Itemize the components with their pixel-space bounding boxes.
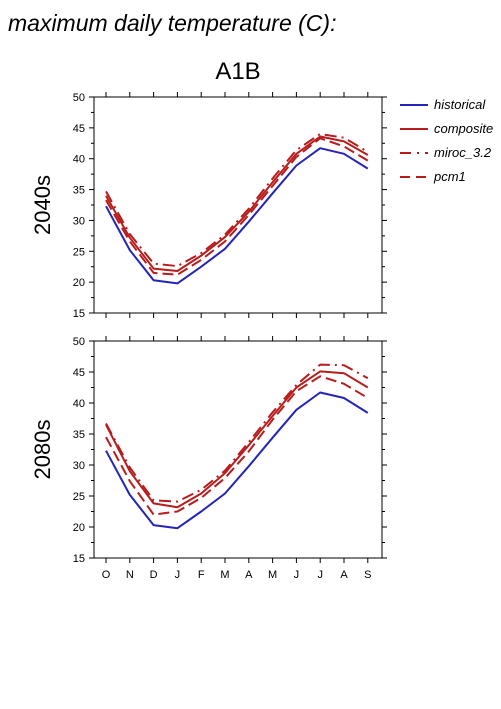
- series-line-miroc-3-2: [105, 363, 369, 503]
- x-tick-label: J: [294, 569, 300, 581]
- x-tick-label: M: [268, 569, 277, 581]
- y-tick-label: 35: [73, 185, 85, 197]
- y-tick-label: 20: [73, 277, 85, 289]
- x-tick-label: O: [102, 569, 111, 581]
- series-line-historical: [105, 147, 369, 285]
- x-tick-label: A: [340, 569, 348, 581]
- series-line-miroc-3-2: [105, 133, 369, 268]
- x-tick-label: N: [126, 569, 134, 581]
- legend-label: miroc_3.2: [434, 145, 492, 160]
- y-tick-label: 40: [73, 154, 85, 166]
- y-tick-label: 45: [73, 367, 85, 379]
- legend-label: composite: [434, 121, 493, 136]
- panel-2040s: 15 20 25 30 35 40 45 50 2040s: [30, 92, 387, 320]
- y-tick-label: 25: [73, 246, 85, 258]
- figure-title: maximum daily temperature (C):: [8, 10, 336, 36]
- y-tick-label: 30: [73, 215, 85, 227]
- y-tick-label: 40: [73, 398, 85, 410]
- series-line-pcm1: [105, 375, 369, 516]
- y-tick-label: 15: [73, 553, 85, 565]
- y-tick-label: 50: [73, 336, 85, 348]
- x-tick-label: F: [198, 569, 205, 581]
- series-line-composite: [105, 370, 369, 509]
- y-tick-label: 25: [73, 491, 85, 503]
- x-tick-label: J: [175, 569, 181, 581]
- x-tick-label: J: [317, 569, 323, 581]
- x-tick-label: S: [364, 569, 371, 581]
- y-tick-label: 35: [73, 429, 85, 441]
- series-line-composite: [105, 135, 369, 272]
- series-line-pcm1: [105, 137, 369, 276]
- x-tick-label: A: [245, 569, 253, 581]
- panel-2080s: 15 20 25 30 35 40 45 50 O N D J F M A M J J A S 2080s: [30, 336, 387, 581]
- x-tick-label: D: [150, 569, 158, 581]
- legend-label: historical: [434, 97, 486, 112]
- series-line-historical: [105, 391, 369, 530]
- y-axis-label: 2040s: [30, 175, 55, 235]
- y-tick-label: 50: [73, 92, 85, 104]
- y-tick-label: 30: [73, 460, 85, 472]
- y-tick-label: 20: [73, 522, 85, 534]
- y-tick-label: 45: [73, 123, 85, 135]
- x-tick-label: M: [220, 569, 229, 581]
- legend-label: pcm1: [433, 169, 466, 184]
- plot-frame: [93, 96, 383, 314]
- y-axis-label: 2080s: [30, 420, 55, 480]
- legend: historical composite miroc_3.2 pcm1: [400, 97, 493, 184]
- y-tick-label: 15: [73, 308, 85, 320]
- scenario-title: A1B: [215, 58, 260, 85]
